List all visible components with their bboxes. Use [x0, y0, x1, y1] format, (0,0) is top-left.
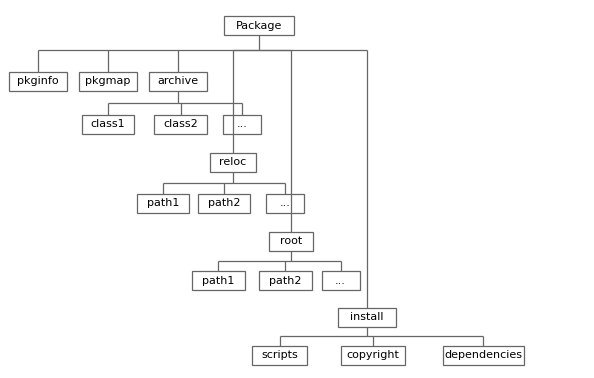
Text: path1: path1 — [147, 198, 179, 208]
FancyBboxPatch shape — [198, 194, 251, 213]
Text: pkginfo: pkginfo — [17, 76, 59, 86]
FancyBboxPatch shape — [137, 194, 189, 213]
FancyBboxPatch shape — [259, 271, 311, 290]
FancyBboxPatch shape — [322, 271, 359, 290]
FancyBboxPatch shape — [192, 271, 245, 290]
Text: ...: ... — [280, 198, 291, 208]
FancyBboxPatch shape — [81, 115, 134, 133]
Text: dependencies: dependencies — [444, 350, 522, 360]
FancyBboxPatch shape — [267, 194, 304, 213]
FancyBboxPatch shape — [340, 346, 405, 365]
Text: Package: Package — [236, 21, 282, 31]
Text: class2: class2 — [163, 119, 198, 129]
Text: archive: archive — [157, 76, 198, 86]
FancyBboxPatch shape — [443, 346, 524, 365]
Text: path1: path1 — [202, 276, 235, 286]
Text: ...: ... — [236, 119, 247, 129]
FancyBboxPatch shape — [223, 115, 261, 133]
FancyBboxPatch shape — [269, 232, 313, 251]
Text: pkgmap: pkgmap — [85, 76, 131, 86]
Text: scripts: scripts — [261, 350, 298, 360]
FancyBboxPatch shape — [210, 153, 256, 172]
Text: ...: ... — [335, 276, 346, 286]
Text: copyright: copyright — [346, 350, 399, 360]
FancyBboxPatch shape — [338, 308, 396, 327]
Text: reloc: reloc — [219, 157, 247, 167]
FancyBboxPatch shape — [224, 17, 294, 36]
Text: class1: class1 — [90, 119, 125, 129]
Text: path2: path2 — [208, 198, 241, 208]
FancyBboxPatch shape — [9, 72, 67, 91]
FancyBboxPatch shape — [148, 72, 207, 91]
FancyBboxPatch shape — [78, 72, 137, 91]
Text: root: root — [280, 236, 302, 246]
Text: path2: path2 — [269, 276, 302, 286]
Text: install: install — [350, 312, 384, 322]
FancyBboxPatch shape — [154, 115, 207, 133]
FancyBboxPatch shape — [252, 346, 307, 365]
